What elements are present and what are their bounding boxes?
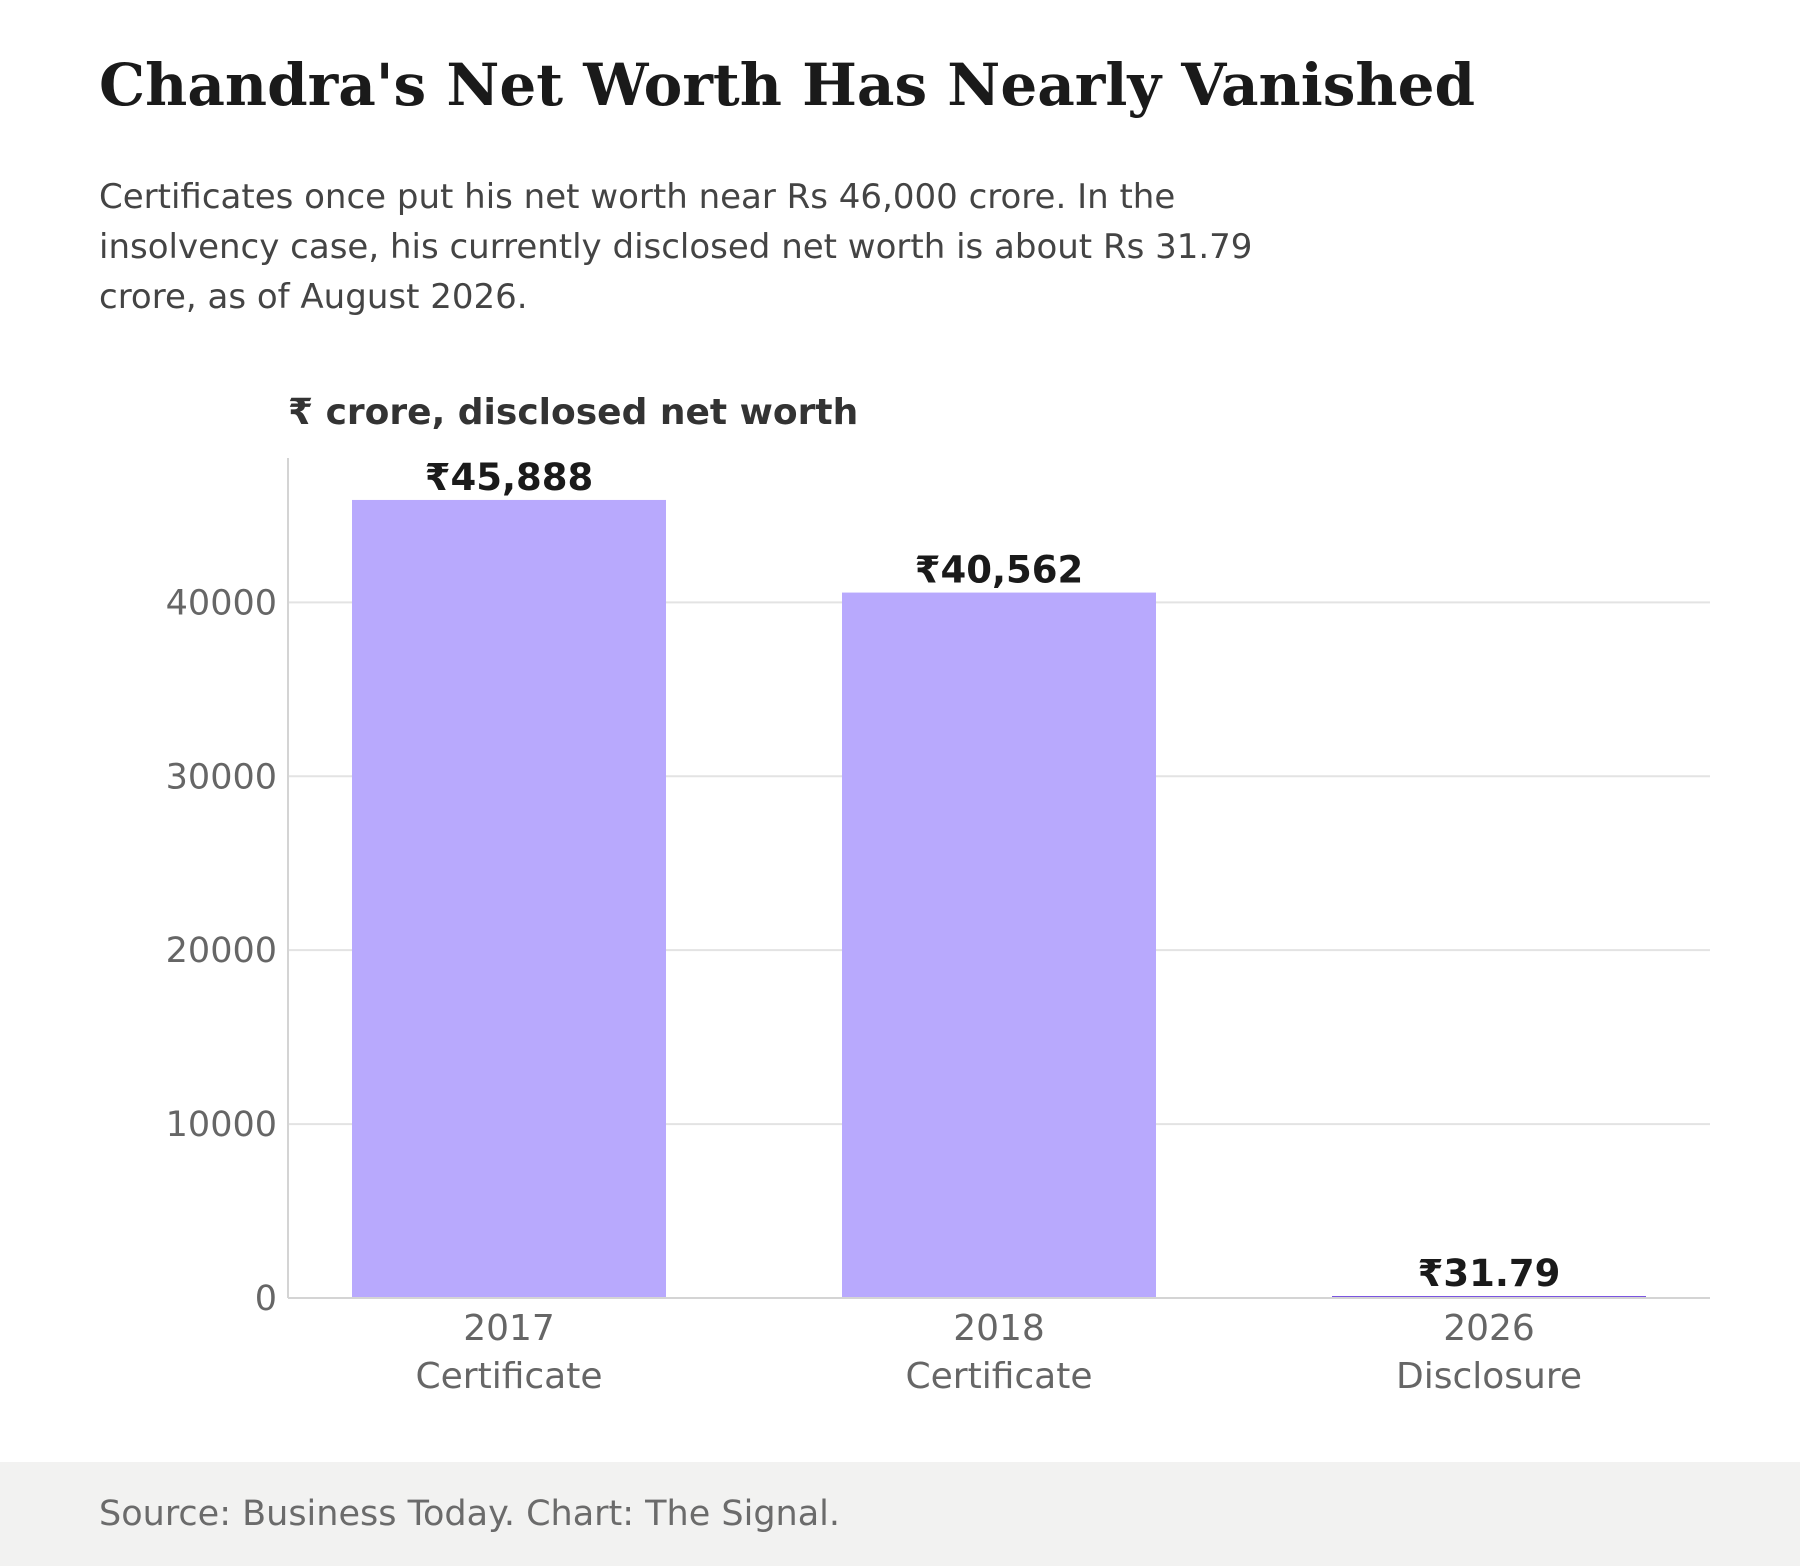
bar: [842, 592, 1156, 1298]
bar: [352, 499, 666, 1298]
x-tick-label: 2026: [1443, 1308, 1535, 1349]
x-tick-label: Disclosure: [1396, 1356, 1582, 1397]
source-credit: Source: Business Today. Chart: The Signa…: [99, 1494, 841, 1534]
y-tick-label: 10000: [166, 1105, 277, 1145]
bars: [352, 499, 1646, 1298]
footer: Source: Business Today. Chart: The Signa…: [0, 1462, 1800, 1566]
y-tick-label: 30000: [166, 757, 277, 797]
chart-title: Chandra's Net Worth Has Nearly Vanished: [99, 51, 1476, 119]
value-label: ₹31.79: [1418, 1252, 1561, 1295]
chart-subtitle: Certificates once put his net worth near…: [99, 177, 1253, 317]
x-tick-label: 2017: [463, 1308, 555, 1349]
value-label: ₹40,562: [915, 549, 1084, 592]
x-tick-label: Certificate: [906, 1356, 1093, 1397]
y-tick-label: 40000: [166, 583, 277, 623]
axes: [287, 458, 1710, 1299]
value-label: ₹45,888: [425, 456, 594, 499]
y-tick-label: 20000: [166, 931, 277, 971]
x-tick-label: Certificate: [416, 1356, 603, 1397]
x-tick-labels: 2017 Certificate 2018 Certificate 2026 Disclo…: [416, 1308, 1583, 1397]
value-labels: ₹45,888 ₹40,562 ₹31.79: [425, 456, 1561, 1295]
y-tick-label: 0: [255, 1279, 277, 1319]
x-tick-label: 2018: [953, 1308, 1045, 1349]
y-tick-labels: 0 10000 20000 30000 40000: [166, 583, 277, 1319]
y-axis-label: ₹ crore, disclosed net worth: [288, 392, 858, 433]
